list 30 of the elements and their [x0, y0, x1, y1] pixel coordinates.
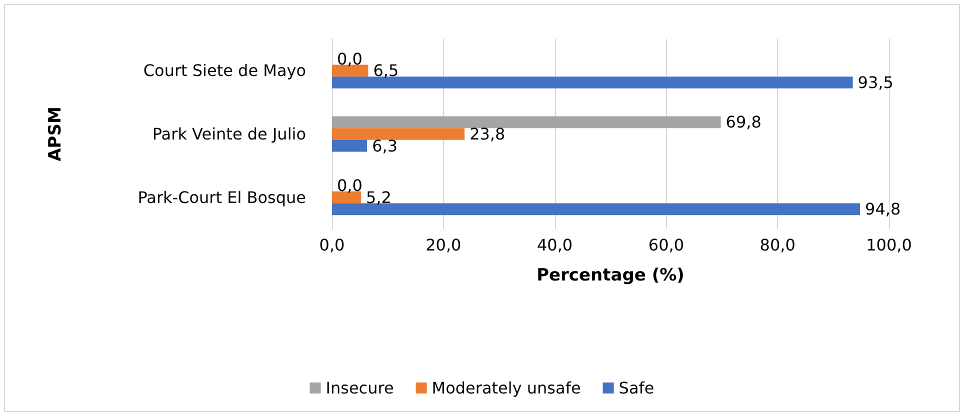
y-tick-label: Court Siete de Mayo: [143, 61, 306, 80]
y-axis-title: APSM: [46, 106, 66, 162]
data-label: 0,0: [337, 49, 362, 68]
bar: [332, 140, 368, 152]
bar: [332, 203, 860, 216]
legend-label: Insecure: [326, 378, 394, 398]
bar: [332, 76, 853, 88]
data-label: 93,5: [858, 72, 894, 92]
x-tick-label: 40,0: [536, 236, 573, 254]
y-tick-label: Park Veinte de Julio: [152, 124, 306, 144]
bar: [332, 116, 721, 128]
bar: [332, 128, 465, 140]
x-tick-label: 0,0: [319, 236, 345, 254]
data-label: 5,2: [366, 188, 392, 207]
legend-label: Safe: [618, 378, 654, 398]
data-label: 6,5: [373, 61, 399, 80]
bar: [332, 191, 361, 204]
data-label: 0,0: [337, 176, 362, 196]
data-label: 69,8: [726, 112, 762, 132]
data-label: 23,8: [470, 124, 506, 144]
x-tick-label: 60,0: [648, 236, 684, 254]
data-label: 6,3: [372, 136, 398, 156]
data-label: 94,8: [865, 200, 901, 219]
y-tick-label: Park-Court El Bosque: [138, 188, 306, 207]
x-tick-label: 80,0: [760, 236, 796, 254]
x-tick-label: 100,0: [866, 236, 912, 254]
x-axis-title: Percentage (%): [536, 266, 684, 286]
x-tick-label: 20,0: [426, 236, 462, 254]
legend-label: Moderately unsafe: [432, 378, 581, 398]
bar: [332, 64, 368, 77]
